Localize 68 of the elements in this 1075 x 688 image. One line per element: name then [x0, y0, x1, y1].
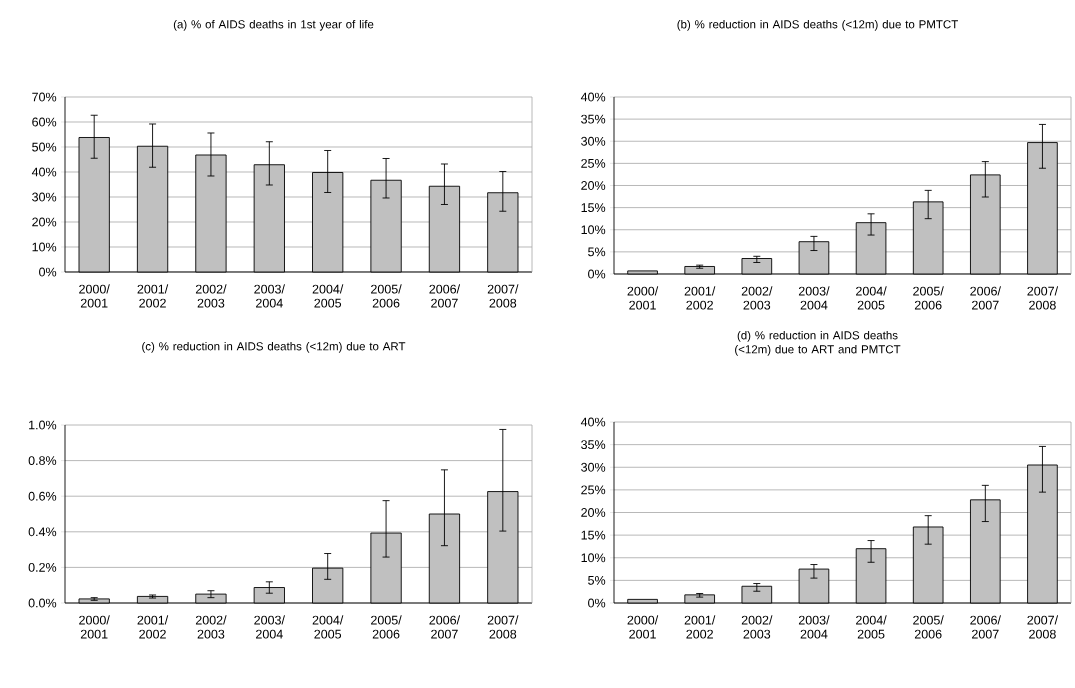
x-tick-label: 2005/ 2006	[913, 615, 944, 639]
x-tick-label: 2001/ 2002	[137, 284, 169, 308]
y-tick-label: 40%	[580, 92, 606, 102]
x-tick-label: 2007/ 2008	[1027, 286, 1059, 310]
x-tick-label: 2007/ 2008	[487, 284, 519, 308]
y-tick-label: 40%	[580, 417, 606, 427]
x-tick-label: 2002/ 2003	[741, 286, 773, 310]
x-tick-label: 2004/ 2005	[856, 286, 887, 310]
y-tick-label: 20%	[32, 217, 57, 227]
x-tick-label: 2006/ 2007	[970, 286, 1001, 310]
y-tick-label: 1.0%	[29, 420, 57, 430]
y-tick-label: 0%	[39, 267, 57, 277]
y-tick-label: 10%	[32, 242, 57, 252]
y-tick-label: 20%	[581, 508, 606, 517]
x-tick-label: 2002/ 2003	[741, 615, 773, 639]
x-tick-label: 2004/ 2005	[856, 615, 887, 639]
x-tick-label: 2005/ 2006	[371, 284, 402, 308]
chart-title: (b) % reduction in AIDS deaths (<12m) due to PMTCT	[677, 19, 958, 31]
x-tick-label: 2000/ 2001	[79, 615, 110, 639]
x-tick-label: 2001/ 2002	[684, 615, 716, 639]
y-tick-label: 50%	[32, 142, 57, 152]
y-tick-label: 15%	[581, 530, 606, 540]
x-tick-label: 2003/ 2004	[254, 284, 285, 308]
y-tick-label: 0%	[588, 269, 606, 279]
chart-title: (c) % reduction in AIDS deaths (<12m) due to ART	[142, 341, 406, 353]
x-tick-label: 2000/ 2001	[627, 615, 659, 639]
y-tick-label: 20%	[581, 181, 606, 190]
y-tick-label: 10%	[581, 553, 606, 563]
x-tick-label: 2006/ 2007	[429, 615, 461, 639]
x-tick-label: 2006/ 2007	[429, 284, 461, 308]
y-tick-label: 40%	[31, 167, 57, 177]
y-tick-label: 15%	[581, 203, 606, 213]
x-tick-label: 2004/ 2005	[312, 615, 344, 639]
x-tick-label: 2006/ 2007	[970, 615, 1001, 639]
y-tick-label: 0.4%	[28, 527, 57, 537]
y-tick-label: 35%	[581, 114, 606, 124]
x-tick-label: 2004/ 2005	[312, 284, 344, 308]
y-tick-label: 35%	[581, 440, 606, 450]
x-tick-label: 2000/ 2001	[627, 286, 659, 310]
x-tick-label: 2003/ 2004	[254, 615, 285, 639]
x-tick-label: 2001/ 2002	[684, 286, 716, 310]
y-tick-label: 60%	[32, 117, 57, 127]
y-tick-label: 0.2%	[28, 562, 57, 572]
y-tick-label: 0.0%	[28, 598, 57, 608]
chart-title: (d) % reduction in AIDS deaths (<12m) due to ART and PMTCT	[735, 330, 901, 356]
y-tick-label: 25%	[581, 485, 606, 495]
y-tick-label: 0.6%	[28, 491, 57, 501]
x-tick-label: 2007/ 2008	[487, 615, 519, 639]
x-tick-label: 2003/ 2004	[798, 615, 830, 639]
chart-title: (a) % of AIDS deaths in 1st year of life	[173, 19, 374, 31]
x-tick-label: 2002/ 2003	[195, 284, 227, 308]
x-tick-label: 2005/ 2006	[371, 615, 402, 639]
y-tick-label: 0.8%	[28, 456, 57, 466]
y-tick-label: 5%	[588, 575, 606, 585]
x-tick-label: 2003/ 2004	[798, 286, 830, 310]
x-tick-label: 2005/ 2006	[913, 286, 944, 310]
y-tick-label: 25%	[581, 158, 606, 168]
y-tick-label: 5%	[588, 247, 606, 257]
x-tick-label: 2001/ 2002	[137, 615, 169, 639]
y-tick-label: 30%	[32, 192, 57, 202]
y-tick-label: 10%	[581, 225, 606, 235]
x-tick-label: 2002/ 2003	[195, 615, 227, 639]
y-tick-label: 0%	[588, 598, 606, 608]
y-tick-label: 30%	[581, 136, 606, 146]
y-tick-label: 70%	[32, 92, 57, 102]
y-tick-label: 30%	[581, 462, 606, 472]
x-tick-label: 2007/ 2008	[1027, 615, 1059, 639]
x-tick-label: 2000/ 2001	[79, 284, 110, 308]
